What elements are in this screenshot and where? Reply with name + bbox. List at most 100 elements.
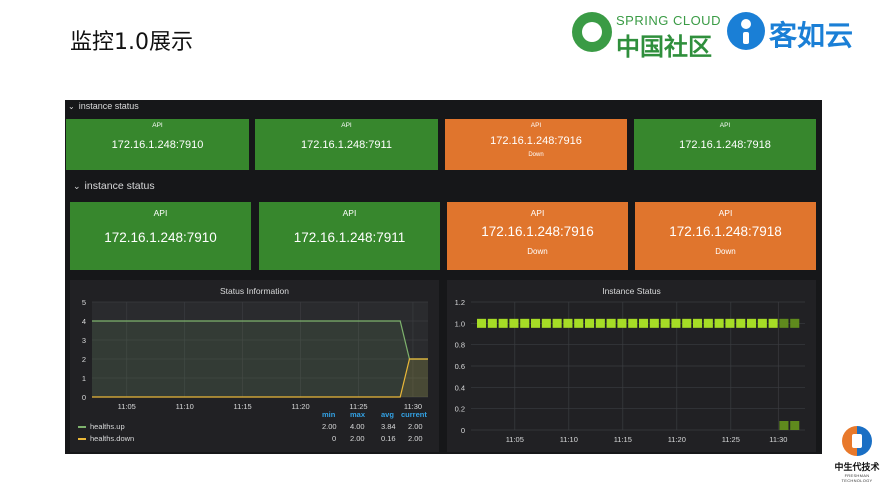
x-tick-label: 11:10: [176, 402, 194, 411]
status-block-up: [520, 318, 530, 328]
x-tick-label: 11:20: [668, 435, 686, 444]
instance-panel[interactable]: API 172.16.1.248:7911: [255, 119, 438, 170]
instance-status-chart: 0 0.2 0.4 0.6 0.8 1.0 1.2 11:05 11:10 11:15 11:20 1…: [455, 298, 805, 444]
status-block-up: [747, 318, 757, 328]
kerun-logo: 客如云: [727, 12, 877, 54]
legend-swatch: [78, 438, 86, 441]
panel-label: API: [530, 122, 542, 129]
x-tick-label: 11:10: [560, 435, 578, 444]
legend-max-value: 2.00: [350, 434, 365, 443]
instance-address: 172.16.1.248:7910: [111, 139, 204, 151]
y-tick-label: 0: [82, 393, 86, 402]
legend-col-avg: avg: [381, 410, 394, 419]
status-block-up: [725, 318, 735, 328]
y-tick-label: 1: [82, 374, 86, 383]
status-block-up: [779, 318, 789, 328]
status-information-chart: 0 1 2 3 4 5 11:05 11:10 11:15 11:20 11:25 11:30: [82, 298, 428, 411]
x-tick-label: 11:30: [769, 435, 787, 444]
row-header[interactable]: ⌄ instance status: [73, 180, 155, 192]
panel-label: API: [530, 208, 545, 218]
legend-swatch: [78, 426, 86, 429]
x-tick-label: 11:25: [349, 402, 367, 411]
kerun-logo-icon: [727, 12, 765, 50]
status-block-up: [531, 318, 541, 328]
instance-panel[interactable]: API 172.16.1.248:7916 Down: [445, 119, 627, 170]
y-tick-label: 1.2: [455, 298, 465, 307]
legend-max-value: 4.00: [350, 422, 365, 431]
legend-col-max: max: [350, 410, 366, 419]
plot-area: [92, 302, 428, 397]
chart-legend: min max avg current healths.up 2.00 4.00…: [78, 410, 427, 450]
x-tick-label: 11:05: [118, 402, 136, 411]
status-text: Down: [527, 247, 548, 256]
y-tick-label: 1.0: [455, 319, 465, 328]
panel-label: API: [719, 122, 731, 129]
spring-cloud-logo-text: SPRING CLOUD: [616, 13, 721, 28]
row-header[interactable]: ⌄ instance status: [68, 101, 139, 111]
spring-cloud-logo-subtitle: 中国社区: [616, 33, 712, 61]
status-block-up: [477, 318, 487, 328]
freshman-logo-icon: [842, 426, 872, 456]
legend-min-value: 0: [332, 434, 337, 443]
chart-title: Status Information: [220, 286, 289, 296]
y-tick-label: 3: [82, 336, 86, 345]
x-tick-label: 11:25: [722, 435, 740, 444]
legend-avg-value: 0.16: [381, 434, 396, 443]
status-block-up: [595, 318, 605, 328]
status-block-up: [660, 318, 670, 328]
panel-label: API: [153, 208, 168, 218]
instance-panel[interactable]: API 172.16.1.248:7918 Down: [635, 202, 816, 270]
status-block-up: [671, 318, 681, 328]
instance-address: 172.16.1.248:7916: [490, 135, 582, 147]
x-tick-label: 11:15: [234, 402, 252, 411]
legend-row[interactable]: healths.down 0 2.00 0.16 2.00: [78, 434, 427, 445]
y-tick-label: 0.4: [455, 383, 465, 392]
instance-address: 172.16.1.248:7916: [481, 224, 594, 239]
status-block-up: [585, 318, 595, 328]
status-block-down: [779, 421, 789, 430]
kerun-logo-text: 客如云: [769, 19, 854, 52]
y-tick-label: 5: [82, 298, 86, 307]
y-tick-label: 2: [82, 355, 86, 364]
panel-label: API: [341, 122, 352, 129]
instance-panel[interactable]: API 172.16.1.248:7918: [634, 119, 816, 170]
chevron-down-icon[interactable]: ⌄: [68, 102, 75, 111]
status-block-up: [790, 318, 800, 328]
status-text: Down: [528, 152, 544, 158]
status-block-up: [552, 318, 562, 328]
legend-current-value: 2.00: [408, 434, 423, 443]
instance-panel[interactable]: API 172.16.1.248:7911: [259, 202, 440, 270]
status-information-panel[interactable]: Status Information 0 1 2 3 4 5 11:05 11:10 11:15…: [70, 280, 439, 452]
instance-address: 172.16.1.248:7911: [293, 230, 406, 245]
status-block-up: [757, 318, 767, 328]
row-title: instance status: [84, 180, 155, 192]
status-block-up: [487, 318, 497, 328]
chevron-down-icon[interactable]: ⌄: [73, 181, 81, 191]
status-block-up: [541, 318, 551, 328]
slide-title: 监控1.0展示: [70, 30, 193, 55]
legend-col-min: min: [322, 410, 336, 419]
chart-title: Instance Status: [602, 286, 661, 296]
status-block-up: [606, 318, 616, 328]
x-tick-label: 11:30: [404, 402, 422, 411]
freshman-logo-name: 中生代技术: [834, 463, 880, 473]
legend-avg-value: 3.84: [381, 422, 396, 431]
status-block-up: [714, 318, 724, 328]
instance-panel[interactable]: API 172.16.1.248:7916 Down: [447, 202, 628, 270]
instance-panel[interactable]: API 172.16.1.248:7910: [66, 119, 249, 170]
instance-address: 172.16.1.248:7911: [301, 139, 392, 151]
status-block-up: [736, 318, 746, 328]
instance-panel[interactable]: API 172.16.1.248:7910: [70, 202, 251, 270]
status-block-up: [639, 318, 649, 328]
spring-cloud-logo-icon: [572, 12, 612, 52]
legend-row[interactable]: healths.up 2.00 4.00 3.84 2.00: [78, 422, 427, 433]
legend-min-value: 2.00: [322, 422, 337, 431]
x-tick-label: 11:15: [614, 435, 632, 444]
series-line: [92, 358, 428, 398]
status-block-up: [703, 318, 713, 328]
status-block-up: [628, 318, 638, 328]
status-block-up: [498, 318, 508, 328]
status-block-up: [574, 318, 584, 328]
instance-status-panel[interactable]: Instance Status 0 0.2 0.4 0.6 0.8 1.0 1.2 11:05…: [447, 280, 816, 452]
y-tick-label: 0.8: [455, 341, 465, 350]
